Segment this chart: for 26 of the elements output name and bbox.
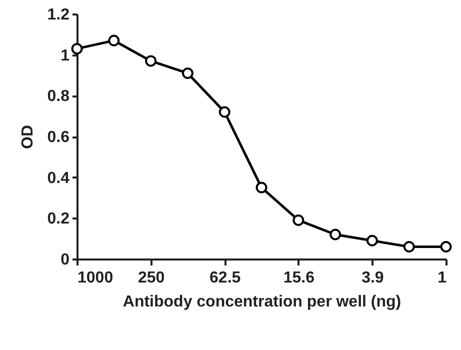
y-tick-label: 1 — [60, 47, 70, 64]
x-tick-label: 250 — [138, 270, 165, 286]
x-tick-label: 1 — [438, 270, 447, 286]
x-axis-title: Antibody concentration per well (ng) — [122, 294, 402, 310]
y-tick-label: 0.4 — [47, 170, 70, 187]
y-tick-label: 0.8 — [47, 88, 70, 106]
point — [218, 106, 230, 118]
y-tick-label: 0 — [60, 252, 70, 268]
point — [292, 214, 304, 226]
x-tick-label: 1000 — [78, 270, 114, 286]
point — [71, 42, 83, 54]
point — [330, 228, 342, 240]
point — [440, 241, 452, 252]
y-tick-label: 1.2 — [47, 6, 70, 24]
x-tick-label: 3.9 — [362, 270, 384, 286]
point — [256, 182, 268, 194]
x-tick-label: 15.6 — [283, 270, 315, 286]
point — [145, 55, 157, 67]
y-axis-title: OD — [19, 125, 36, 149]
point — [182, 67, 194, 79]
point — [366, 234, 378, 246]
point — [108, 34, 120, 46]
point — [403, 241, 415, 252]
y-tick-label: 0.2 — [47, 210, 70, 228]
y-tick-label: 0.6 — [47, 129, 70, 146]
x-tick-label: 62.5 — [210, 270, 241, 286]
